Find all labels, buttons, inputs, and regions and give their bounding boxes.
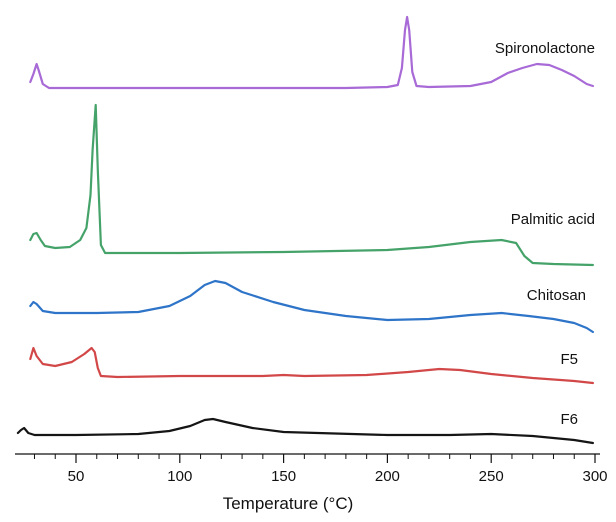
x-tick-label-100: 100	[167, 468, 192, 485]
x-tick-label-300: 300	[582, 468, 607, 485]
trace-f5	[29, 346, 594, 385]
series-label-chitosan: Chitosan	[527, 287, 586, 304]
x-axis-title: Temperature (°C)	[223, 494, 354, 513]
series-label-spironolactone: Spironolactone	[495, 40, 595, 57]
trace-f6	[16, 417, 594, 445]
series-label-f6: F6	[560, 411, 578, 428]
series-label-palmitic-acid: Palmitic acid	[511, 211, 595, 228]
series-label-f5: F5	[560, 351, 578, 368]
trace-chitosan	[29, 279, 594, 334]
series-labels-layer: Spironolactone Palmitic acid Chitosan F5…	[495, 40, 595, 428]
x-axis: 50 100 150 200 250 300 Temperature (°C)	[15, 453, 608, 513]
trace-spironolactone	[29, 15, 594, 90]
traces-layer	[16, 15, 594, 445]
x-tick-label-50: 50	[68, 468, 85, 485]
x-tick-label-150: 150	[271, 468, 296, 485]
x-tick-label-200: 200	[375, 468, 400, 485]
trace-palmitic-acid	[29, 103, 594, 267]
x-tick-label-250: 250	[479, 468, 504, 485]
x-axis-ticks: 50 100 150 200 250 300	[33, 454, 608, 485]
